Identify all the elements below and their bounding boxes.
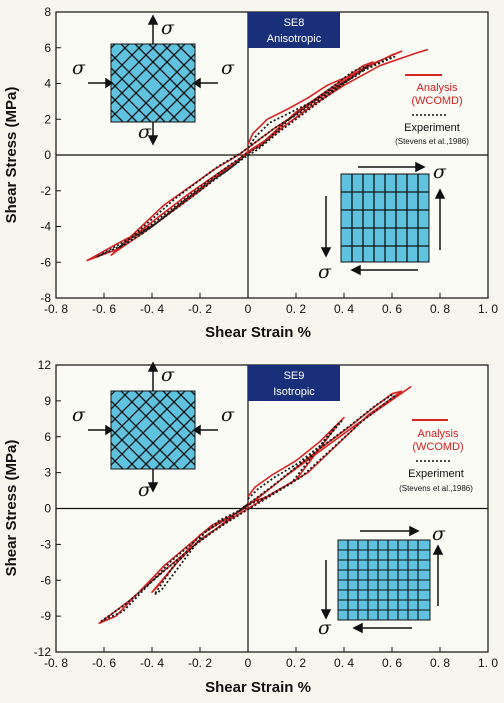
- y-tick-label: 0: [44, 148, 51, 162]
- mesh-panel-icon: σ σ σ σ: [72, 361, 235, 501]
- x-tick-label: 1. 0: [478, 656, 498, 670]
- y-tick-label: 8: [44, 5, 51, 19]
- sigma-top: σ: [161, 364, 175, 386]
- x-axis-title: Shear Strain %: [205, 324, 311, 341]
- chart-se9: -0. 8 -0. 6 -0. 4 -0. 2 0 0. 2 0. 4 0. 6 0. 8 1. …: [3, 358, 498, 696]
- y-tick-label: 0: [44, 502, 51, 516]
- chart-se8: -0. 8 -0. 6 -0. 4 -0. 2 0 0. 2 0. 4 0. 6 0. 8 1. …: [3, 5, 498, 341]
- badge-type: Isotropic: [273, 386, 315, 398]
- x-tick-label: 0. 8: [430, 656, 450, 670]
- y-tick-label: -6: [40, 255, 51, 269]
- tick-labels: -0. 8 -0. 6 -0. 4 -0. 2 0 0. 2 0. 4 0. 6 0. 8 1. …: [34, 358, 499, 670]
- y-tick-label: 6: [44, 430, 51, 444]
- y-tick-label: -8: [40, 291, 51, 305]
- x-tick-label: -0. 2: [188, 302, 212, 316]
- x-axis-title: Shear Strain %: [205, 679, 311, 696]
- sigma-right: σ: [221, 404, 235, 426]
- mesh-panel-icon: σ σ: [318, 523, 446, 639]
- specimen-badge: SE8 Anisotropic: [248, 12, 340, 48]
- y-tick-label: 9: [44, 394, 51, 408]
- sigma-shear-bottom: σ: [318, 617, 332, 639]
- series-layer: [86, 48, 429, 262]
- sigma-shear-top: σ: [432, 523, 446, 545]
- mesh-panel-icon: σ σ σ σ: [72, 14, 235, 146]
- y-axis-title: Shear Stress (MPa): [3, 440, 20, 577]
- legend-analysis-sublabel: (WCOMD): [411, 95, 462, 107]
- sigma-top: σ: [161, 17, 175, 39]
- sigma-shear-bottom: σ: [318, 261, 332, 283]
- legend: Analysis (WCOMD) Experiment (Stevens et …: [399, 419, 473, 493]
- stress-arrow-icon: [320, 161, 446, 276]
- series-experiment: [100, 393, 396, 622]
- y-tick-label: -12: [34, 645, 52, 659]
- x-tick-label: 0. 8: [430, 302, 450, 316]
- badge-type: Anisotropic: [267, 33, 322, 45]
- x-tick-label: -0. 6: [92, 656, 116, 670]
- x-tick-label: 0. 6: [382, 656, 402, 670]
- x-tick-label: 0. 4: [334, 656, 354, 670]
- y-tick-label: -3: [40, 537, 51, 551]
- x-tick-label: 0: [245, 656, 252, 670]
- badge-id: SE8: [284, 17, 305, 29]
- x-tick-label: 0. 4: [334, 302, 354, 316]
- y-tick-label: 3: [44, 466, 51, 480]
- legend-analysis-sublabel: (WCOMD): [412, 441, 463, 453]
- stress-arrow-icon: [320, 525, 444, 634]
- x-tick-label: -0. 4: [140, 302, 164, 316]
- x-tick-label: 0. 6: [382, 302, 402, 316]
- x-tick-label: 1. 0: [478, 302, 498, 316]
- y-tick-label: 4: [44, 77, 51, 91]
- series-layer: [98, 385, 412, 625]
- x-tick-label: 0. 2: [286, 302, 306, 316]
- badge-id: SE9: [284, 370, 305, 382]
- legend-source: (Stevens et al.,1986): [395, 137, 469, 146]
- y-tick-label: -9: [40, 609, 51, 623]
- y-tick-label: -2: [40, 184, 51, 198]
- x-tick-label: 0: [245, 302, 252, 316]
- legend-source: (Stevens et al.,1986): [399, 484, 473, 493]
- mesh-panel-icon: σ σ: [318, 161, 447, 283]
- legend-analysis-label: Analysis: [418, 428, 459, 440]
- x-tick-label: -0. 4: [140, 656, 164, 670]
- x-tick-label: -0. 8: [44, 656, 68, 670]
- x-tick-label: 0. 2: [286, 656, 306, 670]
- specimen-badge: SE9 Isotropic: [248, 365, 340, 401]
- tick-labels: -0. 8 -0. 6 -0. 4 -0. 2 0 0. 2 0. 4 0. 6 0. 8 1. …: [40, 5, 498, 316]
- legend: Analysis (WCOMD) Experiment (Stevens et …: [395, 74, 469, 146]
- sigma-left: σ: [72, 404, 86, 426]
- x-tick-label: -0. 6: [92, 302, 116, 316]
- y-tick-label: -6: [40, 573, 51, 587]
- sigma-bottom: σ: [138, 479, 152, 501]
- series-experiment: [95, 55, 396, 258]
- y-tick-label: 2: [44, 112, 51, 126]
- y-tick-label: 6: [44, 41, 51, 55]
- legend-experiment-label: Experiment: [408, 468, 464, 480]
- y-tick-label: 12: [38, 358, 52, 372]
- y-tick-label: -4: [40, 220, 51, 234]
- stress-arrow-icon: [88, 14, 218, 146]
- sigma-left: σ: [72, 57, 86, 79]
- legend-experiment-label: Experiment: [404, 122, 460, 134]
- sigma-bottom: σ: [138, 121, 152, 143]
- x-tick-label: -0. 2: [188, 656, 212, 670]
- y-axis-title: Shear Stress (MPa): [3, 87, 20, 224]
- sigma-right: σ: [221, 57, 235, 79]
- x-tick-label: -0. 8: [44, 302, 68, 316]
- legend-analysis-label: Analysis: [417, 82, 458, 94]
- stress-arrow-icon: [88, 361, 218, 493]
- sigma-shear-top: σ: [433, 161, 447, 183]
